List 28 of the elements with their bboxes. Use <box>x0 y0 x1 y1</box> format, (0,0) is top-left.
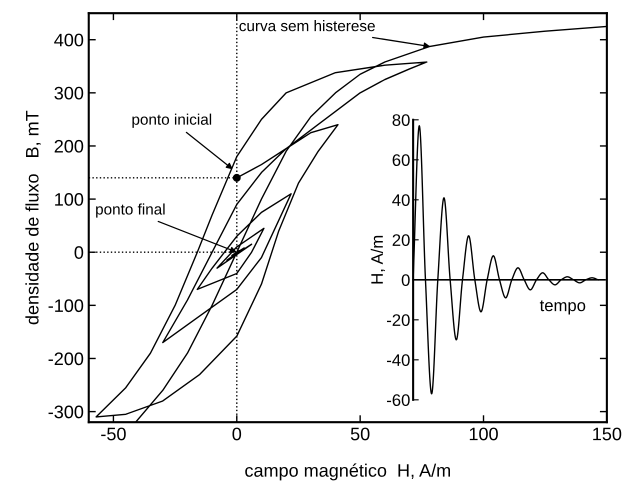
y-tick-label: 40 <box>392 194 410 206</box>
y-tick-label: 60 <box>392 154 410 166</box>
x-axis-title: campo magnético H, A/m <box>245 463 450 480</box>
y-axis-title: H, A/m <box>370 236 385 284</box>
x-tick-label: 0 <box>232 428 242 440</box>
annotation: ponto inicial <box>132 114 212 128</box>
y-tick-label: 80 <box>392 114 410 126</box>
y-tick-label: -20 <box>387 314 410 326</box>
y-tick-label: 20 <box>392 234 410 246</box>
y-axis-title: densidade de fluxo B, mT <box>25 110 41 324</box>
y-tick-label: -40 <box>387 354 410 366</box>
x-tick-label: 100 <box>470 428 498 440</box>
x-tick-label: -50 <box>101 428 126 440</box>
y-tick-label: -60 <box>387 394 410 406</box>
y-tick-label: -300 <box>48 406 84 418</box>
y-tick-label: 0 <box>74 246 84 259</box>
y-tick-label: 400 <box>54 34 84 46</box>
y-tick-label: 300 <box>54 86 84 100</box>
x-tick-label: 150 <box>593 428 622 440</box>
y-tick-label: 100 <box>55 193 84 206</box>
annotation: curva sem histerese <box>239 20 375 32</box>
y-tick-label: -200 <box>48 352 84 366</box>
x-tick-label: 50 <box>350 428 370 440</box>
y-tick-label: 200 <box>54 140 84 153</box>
y-tick-label: 0 <box>402 274 410 286</box>
y-tick-label: -100 <box>48 299 84 312</box>
x-axis-title: tempo <box>540 300 586 315</box>
annotation: ponto final <box>96 203 165 218</box>
